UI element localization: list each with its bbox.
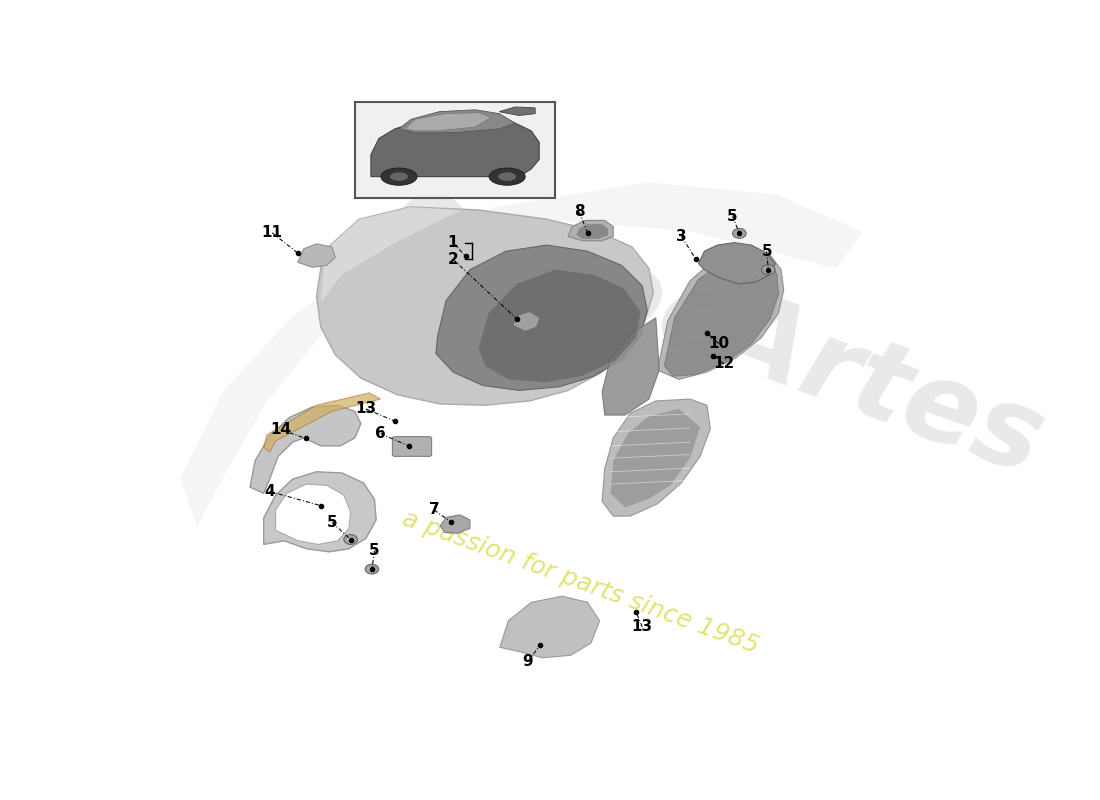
Polygon shape (321, 207, 462, 302)
Circle shape (348, 537, 354, 542)
Polygon shape (602, 318, 659, 415)
Polygon shape (264, 472, 376, 552)
FancyBboxPatch shape (355, 102, 556, 198)
Text: 13: 13 (631, 619, 652, 634)
Circle shape (733, 229, 746, 238)
Circle shape (736, 231, 743, 236)
Polygon shape (499, 107, 536, 115)
Polygon shape (658, 249, 783, 379)
Polygon shape (371, 117, 539, 177)
Circle shape (761, 265, 776, 274)
Text: 14: 14 (271, 422, 292, 438)
Text: 5: 5 (761, 244, 772, 258)
Text: 5: 5 (727, 209, 738, 224)
Text: a passion for parts since 1985: a passion for parts since 1985 (399, 506, 762, 658)
Text: 9: 9 (522, 654, 534, 669)
Ellipse shape (498, 172, 516, 181)
Text: 13: 13 (355, 402, 376, 417)
Ellipse shape (389, 172, 408, 181)
Polygon shape (405, 113, 491, 131)
Polygon shape (436, 245, 647, 390)
Text: 12: 12 (714, 357, 735, 371)
Text: 5: 5 (327, 514, 338, 530)
Polygon shape (478, 270, 640, 382)
Text: 5: 5 (370, 543, 379, 558)
Polygon shape (568, 221, 613, 241)
Polygon shape (180, 182, 862, 527)
Text: 6: 6 (375, 426, 386, 441)
Circle shape (344, 534, 358, 545)
Text: 10: 10 (708, 336, 729, 351)
Text: 11: 11 (262, 226, 283, 240)
Polygon shape (250, 406, 361, 494)
Polygon shape (298, 244, 336, 267)
Ellipse shape (490, 168, 525, 186)
Text: 1: 1 (448, 235, 459, 250)
Polygon shape (264, 393, 381, 452)
Polygon shape (576, 224, 608, 239)
Polygon shape (698, 242, 776, 284)
FancyBboxPatch shape (393, 437, 431, 456)
Polygon shape (399, 110, 515, 133)
Text: 2: 2 (448, 252, 459, 266)
Polygon shape (276, 484, 351, 545)
Text: 4: 4 (264, 484, 275, 499)
Polygon shape (664, 251, 779, 376)
Ellipse shape (381, 168, 417, 186)
Text: eurocArtes: eurocArtes (376, 162, 1058, 498)
Text: 7: 7 (429, 502, 440, 518)
Circle shape (365, 564, 378, 574)
Polygon shape (440, 515, 470, 534)
Polygon shape (499, 596, 600, 658)
Polygon shape (513, 311, 540, 331)
Text: 3: 3 (676, 229, 686, 244)
Circle shape (764, 267, 772, 272)
Polygon shape (602, 399, 711, 516)
Circle shape (368, 566, 375, 571)
Text: 8: 8 (574, 204, 584, 219)
Polygon shape (317, 207, 653, 406)
Polygon shape (610, 409, 700, 507)
